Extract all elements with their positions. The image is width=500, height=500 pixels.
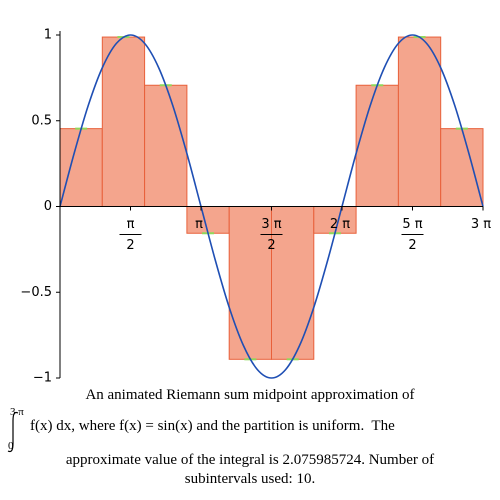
x-tick-denominator: 2 <box>267 238 275 253</box>
bar <box>397 36 442 207</box>
bar <box>271 206 315 360</box>
bar <box>440 128 484 208</box>
bar <box>355 84 399 207</box>
x-tick-denominator: 2 <box>408 238 416 253</box>
x-tick-numerator: 5 π <box>402 217 422 232</box>
bar <box>59 128 103 208</box>
integral-sign <box>7 411 19 453</box>
chart: −1 −0.5 0 0.5 1 π 2 π 3 π 2 2 π 5 π 2 3 π <box>20 28 491 386</box>
bar <box>228 206 272 360</box>
caption-line: approximate value of the integral is 2.0… <box>65 452 435 468</box>
integral-upper: 3 π <box>10 406 24 418</box>
integral-line: 3 π 0 f(x) dx, where f(x) = sin(x) and t… <box>0 405 500 453</box>
x-tick-denominator: 2 <box>126 238 134 253</box>
y-tick-label: −0.5 <box>20 285 52 300</box>
bar <box>186 206 230 234</box>
y-tick-label: 1 <box>44 28 52 43</box>
x-tick-numerator: π <box>127 217 135 232</box>
x-tick-label: π <box>195 217 203 232</box>
caption-line: f(x) dx, where f(x) = sin(x) and the par… <box>30 418 395 434</box>
bar <box>101 36 146 207</box>
integral-lower: 0 <box>8 440 14 452</box>
function-curve <box>59 34 484 379</box>
x-tick-label: 3 π <box>471 217 491 232</box>
y-tick-label: −1 <box>33 371 52 386</box>
y-tick-label: 0.5 <box>31 113 52 128</box>
bar <box>144 84 188 207</box>
x-tick-numerator: 3 π <box>261 217 281 232</box>
caption-line: subintervals used: 10. <box>184 471 316 487</box>
x-tick-label: 2 π <box>330 217 350 232</box>
y-tick-label: 0 <box>44 199 52 214</box>
caption-line: An animated Riemann sum midpoint approxi… <box>85 387 415 403</box>
caption: An animated Riemann sum midpoint approxi… <box>0 386 500 489</box>
